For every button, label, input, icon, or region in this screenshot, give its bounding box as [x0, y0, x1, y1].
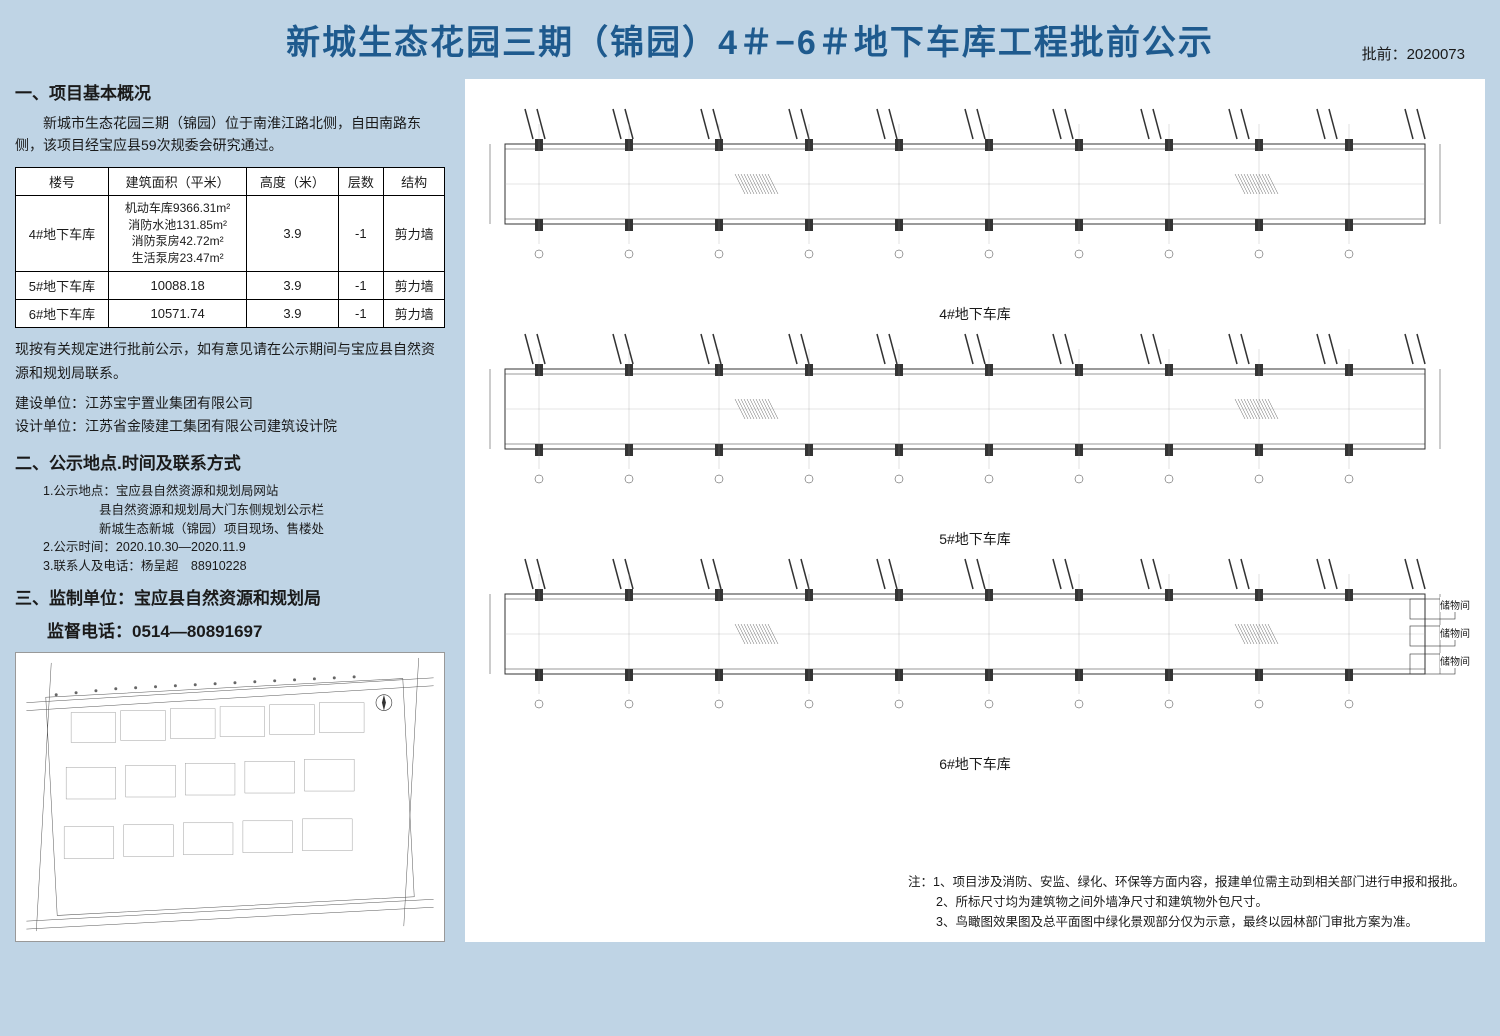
- garage-label: 5#地下车库: [475, 529, 1475, 549]
- th-area: 建筑面积（平米）: [108, 167, 246, 195]
- sub-list-item: 3.联系人及电话：杨呈超 88910228: [15, 557, 445, 576]
- developer-line: 建设单位：江苏宝宇置业集团有限公司: [15, 392, 445, 416]
- left-column: 一、项目基本概况 新城市生态花园三期（锦园）位于南淮江路北侧，自田南路东侧，该项…: [15, 79, 445, 942]
- th-building: 楼号: [16, 167, 109, 195]
- sub-list-item: 新城生态新城（锦园）项目现场、售楼处: [15, 520, 445, 539]
- sub-list-item: 2.公示时间：2020.10.30—2020.11.9: [15, 538, 445, 557]
- section3-title: 三、监制单位：宝应县自然资源和规划局: [15, 584, 445, 609]
- sub-list-item: 1.公示地点：宝应县自然资源和规划局网站: [15, 482, 445, 501]
- table-header-row: 楼号 建筑面积（平米） 高度（米） 层数 结构: [16, 167, 445, 195]
- table-row: 6#地下车库10571.743.9-1剪力墙: [16, 299, 445, 327]
- section2-title: 二、公示地点.时间及联系方式: [15, 449, 445, 474]
- notice-text: 现按有关规定进行批前公示，如有意见请在公示期间与宝应县自然资源和规划局联系。: [15, 338, 445, 386]
- designer-line: 设计单位：江苏省金陵建工集团有限公司建筑设计院: [15, 415, 445, 439]
- footer-notes: 注：1、项目涉及消防、安监、绿化、环保等方面内容，报建单位需主动到相关部门进行申…: [908, 872, 1465, 932]
- th-height: 高度（米）: [247, 167, 338, 195]
- garage-label: 6#地下车库: [475, 754, 1475, 774]
- intro-text: 新城市生态花园三期（锦园）位于南淮江路北侧，自田南路东侧，该项目经宝应县59次规…: [15, 112, 445, 157]
- storage-label: 储物间: [1440, 597, 1470, 612]
- storage-label: 储物间: [1440, 625, 1470, 640]
- th-floors: 层数: [338, 167, 384, 195]
- garage-plan-6: 储物间储物间储物间: [475, 549, 1475, 719]
- table-row: 5#地下车库10088.183.9-1剪力墙: [16, 271, 445, 299]
- sub-list-item: 县自然资源和规划局大门东侧规划公示栏: [15, 501, 445, 520]
- approval-number: 批前：2020073: [1362, 43, 1465, 64]
- storage-label: 储物间: [1440, 653, 1470, 668]
- building-table: 楼号 建筑面积（平米） 高度（米） 层数 结构 4#地下车库机动车库9366.3…: [15, 167, 445, 328]
- supervision-phone: 监督电话：0514—80891697: [15, 617, 445, 642]
- table-row: 4#地下车库机动车库9366.31m²消防水池131.85m²消防泵房42.72…: [16, 195, 445, 271]
- th-structure: 结构: [384, 167, 445, 195]
- section2-items: 1.公示地点：宝应县自然资源和规划局网站县自然资源和规划局大门东侧规划公示栏新城…: [15, 482, 445, 576]
- garage-label: 4#地下车库: [475, 304, 1475, 324]
- main-title: 新城生态花园三期（锦园）4＃−6＃地下车库工程批前公示: [15, 15, 1485, 64]
- section1-title: 一、项目基本概况: [15, 79, 445, 104]
- document-header: 新城生态花园三期（锦园）4＃−6＃地下车库工程批前公示 批前：2020073: [15, 15, 1485, 64]
- site-plan-drawing: [15, 652, 445, 942]
- garage-plan-4: [475, 99, 1475, 269]
- content-area: 一、项目基本概况 新城市生态花园三期（锦园）位于南淮江路北侧，自田南路东侧，该项…: [15, 79, 1485, 942]
- right-column: 4#地下车库 5#地下车库 储物间储物间储物间6#地下车库 注：1、项目涉及消防…: [465, 79, 1485, 942]
- garage-plan-5: [475, 324, 1475, 494]
